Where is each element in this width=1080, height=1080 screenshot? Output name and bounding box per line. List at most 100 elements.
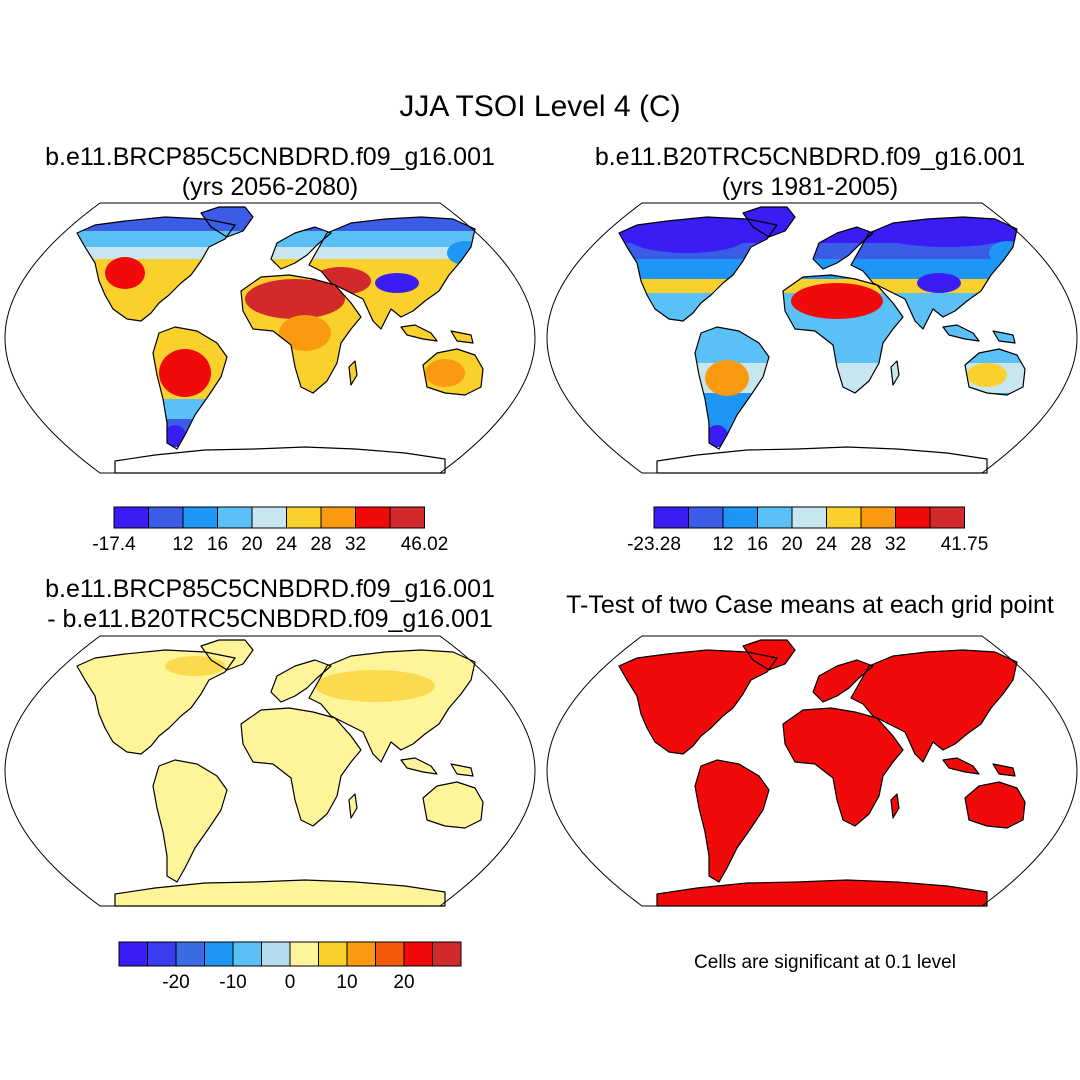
colorbar-tick-label: -23.28 [627,534,681,555]
coastline-indonesia [400,757,438,775]
colorbar-cell [791,506,827,529]
colorbar-tick-label: 0 [285,972,296,993]
panel-title-difference-line2: - b.e11.B20TRC5CNBDRD.f09_g16.001 [47,605,493,633]
temperature-patch [311,267,371,295]
colorbar-historical-case: -23.28 12 16 20 24 28 32 41.75 [627,506,988,555]
colorbar-cell [320,506,356,529]
coastline-namerica [618,216,778,322]
coastline-africa [240,707,362,827]
temperature-patch [425,359,465,387]
colorbar-cell [251,506,287,529]
temperature-patch [877,219,1017,247]
colorbar-cell [147,941,177,967]
panel-title-historical-case: b.e11.B20TRC5CNBDRD.f09_g16.001 [594,143,1026,171]
colorbar-tick-label: -10 [219,972,246,993]
coastline-namerica [76,649,236,755]
temperature-patch [159,349,211,397]
colorbar-cell [860,506,896,529]
coastline-asia [308,216,476,330]
figure-title: JJA TSOI Level 4 (C) [399,90,681,123]
land-patch [165,656,225,676]
panel-title-future: b.e11.BRCP85C5CNBDRD.f09_g16.001 (yrs 20… [5,142,535,202]
colorbar-future-case: -17.4 12 16 20 24 28 32 46.02 [92,506,448,555]
colorbar-tick-label: 12 [172,534,193,555]
temperature-patch [705,360,749,396]
map-future-case [4,202,536,474]
colorbar-cell [286,506,322,529]
colorbar-cell [403,941,433,967]
colorbar-cell [318,941,348,967]
colorbar-tick-label: 46.02 [401,534,449,555]
colorbar-cell [204,941,234,967]
colorbar-cell [113,506,149,529]
coastlines [618,206,1026,474]
coastline-madagascar [890,360,900,386]
coastline-madagascar [348,360,358,386]
coastline-australia [422,348,484,396]
colorbar-difference: -20 -10 0 10 20 [118,941,462,993]
coastline-greenland [742,639,796,671]
colorbar-tick-label: 32 [885,534,906,555]
coastline-samerica [152,326,228,450]
colorbar-cell [261,941,291,967]
colorbar-cell [389,506,425,529]
colorbar-cell [432,941,462,967]
map-border [4,635,536,907]
colorbar-tick-label: 12 [712,534,733,555]
colorbar-tick-label: 20 [241,534,262,555]
panel-title-ttest: T-Test of two Case means at each grid po… [566,591,1054,619]
coastline-africa [240,274,362,394]
colorbar-cell [653,506,689,529]
temperature-patch [375,273,419,293]
colorbar-cell [289,941,319,967]
temperature-band [77,247,483,259]
map-border [546,635,1078,907]
colorbar-tick-label: 10 [336,972,357,993]
coastline-australia [422,781,484,829]
coastline-australia [964,348,1026,396]
coastline-samerica [694,326,770,450]
coastline-africa [782,274,904,394]
colorbar-tick-label: 16 [747,534,768,555]
colorbar-cell [895,506,931,529]
panel-title-difference-line1: b.e11.BRCP85C5CNBDRD.f09_g16.001 [45,575,495,603]
map-border [546,202,1078,474]
colorbar-cell [722,506,758,529]
colorbar-group: -23.28 12 16 20 24 28 32 41.75 [627,506,989,555]
colorbar-cell [757,506,793,529]
land-patch [315,670,435,702]
colorbar-cell [217,506,253,529]
coastline-asia [308,649,476,763]
colorbar-tick-label: 41.75 [941,534,989,555]
colorbar-cell [175,941,205,967]
colorbar-cell [182,506,218,529]
coastline-newguinea [450,763,474,777]
coastline-newguinea [450,330,474,344]
colorbar-tick-label: 20 [393,972,414,993]
coastline-newguinea [992,763,1016,777]
temperature-patch [917,273,961,293]
colorbar-cell [929,506,965,529]
coastline-asia [850,216,1018,330]
coastline-indonesia [400,324,438,342]
coastline-madagascar [890,793,900,819]
coastline-samerica [694,759,770,883]
panel-title-historical-years: (yrs 1981-2005) [721,173,899,201]
temperature-patch [627,221,747,253]
colorbar-cell [118,941,148,967]
coastline-indonesia [942,324,980,342]
map-historical-case [546,202,1078,474]
map-difference [4,635,536,907]
panel-title-difference: b.e11.BRCP85C5CNBDRD.f09_g16.001 - b.e11… [5,574,535,634]
coastline-madagascar [348,793,358,819]
colorbar-group: -20 -10 0 10 20 [118,941,462,993]
coastline-greenland [200,639,254,671]
panel-title-historical: b.e11.B20TRC5CNBDRD.f09_g16.001 (yrs 198… [545,142,1075,202]
colorbar-cell [375,941,405,967]
colorbar-tick-label: 20 [781,534,802,555]
coastline-asia [850,649,1018,763]
colorbar-cell [232,941,262,967]
colorbar-tick-label: 32 [345,534,366,555]
temperature-patch [105,257,145,289]
coastline-samerica [152,759,228,883]
